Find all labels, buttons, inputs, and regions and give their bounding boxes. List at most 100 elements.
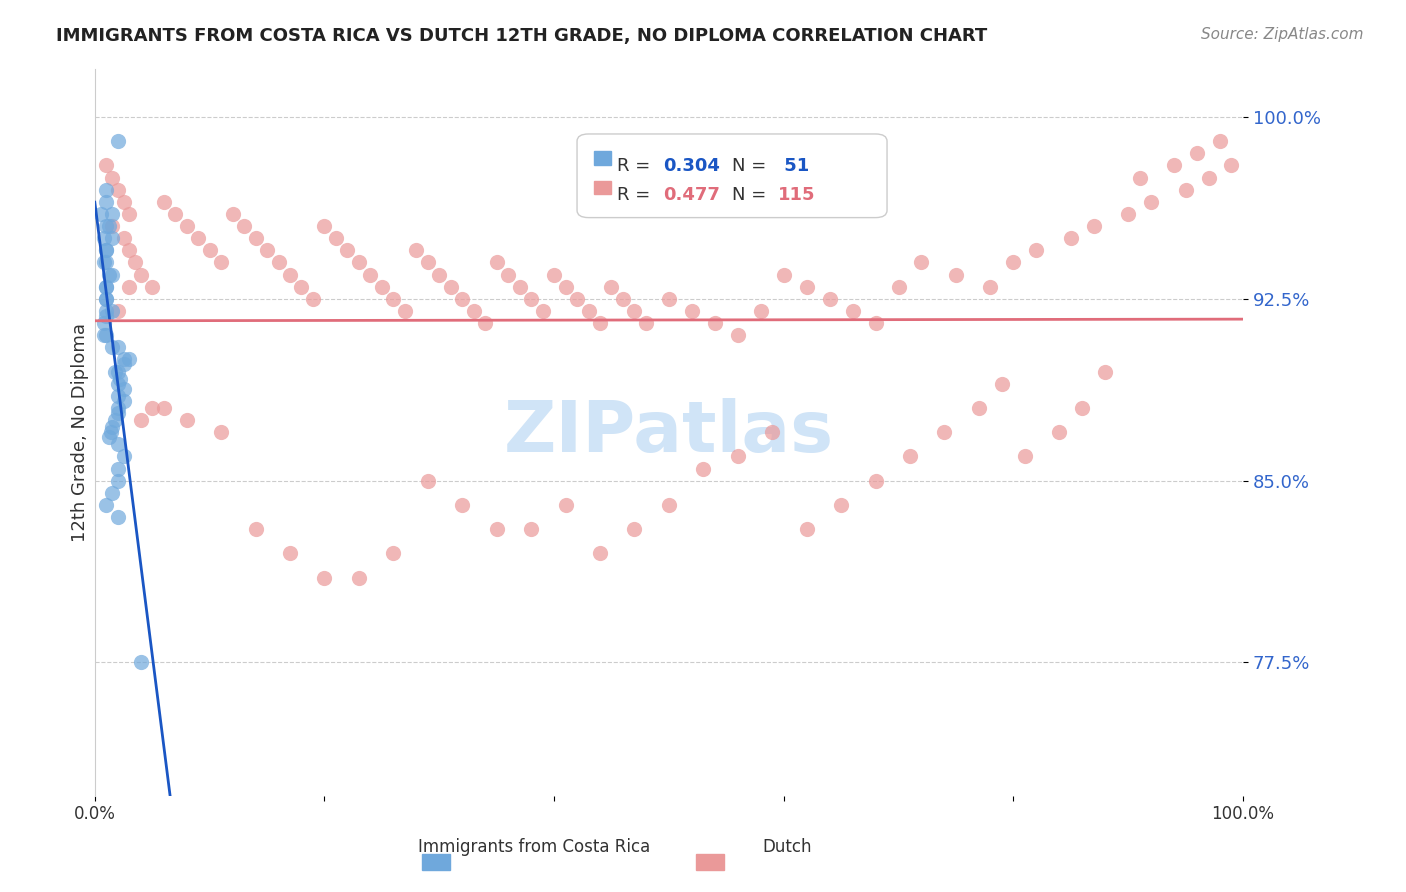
- Point: [141, 279, 163, 293]
- Point: [101, 231, 124, 245]
- Point: [176, 413, 198, 427]
- Point: [865, 474, 887, 488]
- Point: [818, 292, 841, 306]
- Point: [90, 207, 112, 221]
- Point: [1002, 255, 1025, 269]
- Bar: [595, 180, 612, 194]
- Point: [565, 292, 588, 306]
- Point: [101, 268, 124, 282]
- Point: [152, 194, 174, 209]
- Point: [1209, 134, 1232, 148]
- Point: [371, 279, 394, 293]
- Point: [245, 522, 267, 536]
- Point: [1025, 244, 1047, 258]
- Point: [658, 498, 681, 512]
- Point: [543, 268, 565, 282]
- Point: [554, 279, 576, 293]
- Point: [509, 279, 531, 293]
- Point: [1220, 159, 1243, 173]
- Point: [347, 571, 370, 585]
- Point: [107, 134, 129, 148]
- Point: [93, 231, 115, 245]
- Point: [100, 425, 122, 439]
- Point: [107, 474, 129, 488]
- Point: [520, 522, 543, 536]
- Point: [96, 279, 118, 293]
- Point: [187, 231, 209, 245]
- Point: [107, 304, 129, 318]
- Point: [496, 268, 519, 282]
- Point: [118, 279, 141, 293]
- Point: [107, 437, 129, 451]
- Point: [440, 279, 463, 293]
- Point: [727, 328, 749, 343]
- Point: [692, 461, 714, 475]
- Point: [1174, 183, 1197, 197]
- Point: [112, 352, 135, 367]
- Point: [112, 357, 135, 371]
- Point: [152, 401, 174, 415]
- Point: [129, 268, 152, 282]
- Point: [107, 406, 129, 420]
- Point: [97, 268, 120, 282]
- Point: [979, 279, 1001, 293]
- Point: [531, 304, 554, 318]
- Point: [1094, 365, 1116, 379]
- Point: [463, 304, 485, 318]
- Point: [107, 340, 129, 354]
- Point: [416, 474, 439, 488]
- Point: [612, 292, 634, 306]
- Point: [727, 450, 749, 464]
- Point: [658, 292, 681, 306]
- Point: [1163, 159, 1185, 173]
- Point: [96, 244, 118, 258]
- Point: [107, 510, 129, 524]
- Point: [865, 316, 887, 330]
- Point: [589, 316, 612, 330]
- Point: [112, 393, 135, 408]
- Point: [96, 304, 118, 318]
- Point: [314, 219, 336, 233]
- Text: Source: ZipAtlas.com: Source: ZipAtlas.com: [1201, 27, 1364, 42]
- Bar: [595, 152, 612, 164]
- Text: N =: N =: [733, 157, 772, 175]
- Point: [112, 231, 135, 245]
- Point: [165, 207, 187, 221]
- Point: [245, 231, 267, 245]
- Point: [1198, 170, 1220, 185]
- Point: [104, 413, 127, 427]
- Point: [554, 498, 576, 512]
- Point: [93, 328, 115, 343]
- Point: [96, 309, 118, 323]
- Text: 115: 115: [778, 186, 815, 204]
- Point: [336, 244, 359, 258]
- Point: [96, 292, 118, 306]
- Point: [101, 219, 124, 233]
- Point: [405, 244, 427, 258]
- Point: [176, 219, 198, 233]
- Point: [124, 255, 146, 269]
- Point: [198, 244, 221, 258]
- Point: [945, 268, 967, 282]
- Point: [101, 340, 124, 354]
- Point: [96, 328, 118, 343]
- Point: [394, 304, 416, 318]
- Point: [107, 376, 129, 391]
- Text: ZIPatlas: ZIPatlas: [503, 398, 834, 467]
- Text: N =: N =: [733, 186, 772, 204]
- Point: [474, 316, 496, 330]
- Point: [209, 255, 232, 269]
- Text: R =: R =: [617, 157, 657, 175]
- Text: R =: R =: [617, 186, 657, 204]
- Point: [96, 279, 118, 293]
- Point: [104, 365, 127, 379]
- Point: [416, 255, 439, 269]
- FancyBboxPatch shape: [576, 134, 887, 218]
- Point: [112, 382, 135, 396]
- Point: [141, 401, 163, 415]
- Point: [101, 485, 124, 500]
- Point: [221, 207, 243, 221]
- Text: Dutch: Dutch: [762, 838, 813, 856]
- Text: 51: 51: [778, 157, 810, 175]
- Point: [703, 316, 725, 330]
